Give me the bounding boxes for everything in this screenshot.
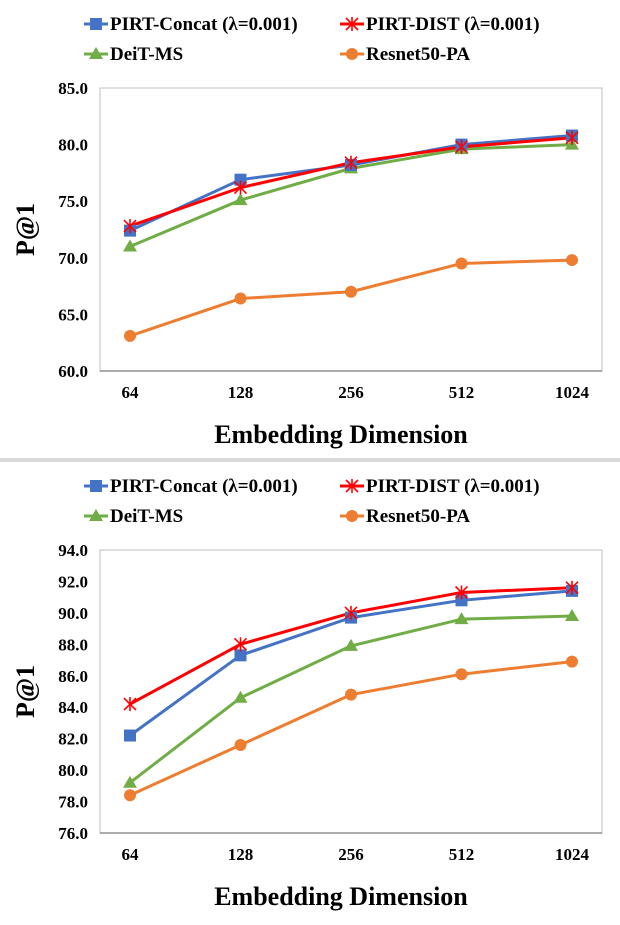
legend-entry-2: DeiT-MS (84, 44, 183, 65)
x-tick-label: 1024 (555, 383, 590, 402)
y-tick-label: 86.0 (58, 667, 88, 686)
legend-marker-triangle (89, 47, 103, 59)
x-tick-label: 1024 (555, 845, 590, 864)
data-point-1-3 (454, 139, 469, 154)
y-tick-label: 70.0 (58, 249, 88, 268)
data-point-1-2 (344, 155, 358, 170)
data-point-1-0 (123, 219, 137, 234)
data-point-1-2 (344, 605, 358, 620)
legend-label: Resnet50-PA (366, 44, 470, 65)
data-point-2-0 (123, 775, 137, 788)
data-point-1-1 (233, 637, 248, 652)
panel-divider (0, 458, 620, 462)
legend-entry-2: DeiT-MS (84, 506, 183, 527)
legend-marker-circle (346, 48, 358, 60)
legend-marker-star (345, 17, 359, 31)
data-point-1-0 (123, 697, 137, 712)
legend-marker-circle (346, 510, 358, 522)
data-point-0-0 (124, 729, 136, 742)
x-axis-title: Embedding Dimension (214, 882, 468, 911)
data-point-3-3 (455, 257, 468, 270)
y-tick-label: 76.0 (58, 824, 88, 843)
legend-label: PIRT-Concat (λ=0.001) (110, 476, 298, 497)
x-tick-label: 64 (122, 845, 140, 864)
x-tick-label: 128 (228, 845, 254, 864)
data-point-3-2 (345, 285, 357, 298)
y-tick-label: 60.0 (58, 362, 88, 381)
legend-entry-0: PIRT-Concat (λ=0.001) (84, 14, 298, 35)
legend-entry-3: Resnet50-PA (340, 506, 470, 527)
legend-entry-1: PIRT-DIST (λ=0.001) (340, 14, 540, 35)
chart-panel-top: PIRT-Concat (λ=0.001) PIRT-DIST (λ=0.001)… (0, 0, 620, 458)
y-tick-label: 85.0 (58, 79, 88, 98)
data-point-2-1 (233, 193, 248, 206)
y-tick-label: 92.0 (58, 572, 88, 591)
data-point-2-0 (123, 239, 137, 252)
legend-marker-square (90, 480, 102, 492)
series-line-1 (129, 136, 573, 228)
legend-marker-triangle (89, 509, 103, 521)
data-point-3-1 (234, 292, 247, 305)
y-tick-label: 94.0 (58, 541, 88, 560)
data-point-3-0 (124, 789, 136, 802)
data-point-1-4 (565, 130, 579, 145)
legend-label: PIRT-DIST (λ=0.001) (366, 476, 540, 497)
data-point-0-1 (234, 649, 247, 662)
data-point-3-4 (566, 655, 578, 668)
series-line-3 (129, 660, 573, 797)
legend-label: PIRT-DIST (λ=0.001) (366, 14, 540, 35)
y-tick-label: 80.0 (58, 136, 88, 155)
legend-label: DeiT-MS (110, 506, 183, 527)
data-point-2-3 (454, 612, 469, 625)
data-point-0-1 (234, 173, 247, 186)
legend-marker-square (90, 18, 102, 30)
y-tick-label: 88.0 (58, 635, 88, 654)
data-point-3-4 (566, 254, 578, 267)
x-axis-title: Embedding Dimension (214, 420, 468, 449)
series-line-3 (129, 258, 573, 338)
data-point-3-3 (455, 668, 468, 681)
y-axis-title: P@1 (11, 665, 40, 718)
y-tick-label: 78.0 (58, 793, 88, 812)
x-tick-label: 64 (122, 383, 140, 402)
series-line-0 (129, 134, 573, 232)
x-tick-label: 512 (449, 383, 475, 402)
y-tick-label: 75.0 (58, 192, 88, 211)
legend-label: DeiT-MS (110, 44, 183, 65)
data-point-3-1 (234, 738, 247, 751)
legend-entry-0: PIRT-Concat (λ=0.001) (84, 476, 298, 497)
x-tick-label: 256 (338, 383, 364, 402)
legend-label: Resnet50-PA (366, 506, 470, 527)
y-tick-label: 65.0 (58, 305, 88, 324)
data-point-1-1 (233, 180, 248, 195)
data-point-3-0 (124, 329, 136, 342)
data-point-3-2 (345, 688, 357, 701)
y-axis-title: P@1 (11, 203, 40, 256)
chart-top: PIRT-Concat (λ=0.001) PIRT-DIST (λ=0.001)… (11, 14, 603, 449)
plot-area (99, 87, 603, 372)
data-point-2-1 (233, 690, 248, 703)
y-tick-label: 90.0 (58, 604, 88, 623)
chart-panel-bottom: PIRT-Concat (λ=0.001) PIRT-DIST (λ=0.001)… (0, 462, 620, 920)
chart-bottom: PIRT-Concat (λ=0.001) PIRT-DIST (λ=0.001)… (11, 476, 603, 911)
x-tick-label: 512 (449, 845, 475, 864)
x-tick-label: 128 (228, 383, 254, 402)
y-tick-label: 82.0 (58, 730, 88, 749)
data-point-0-3 (455, 594, 468, 607)
legend-entry-1: PIRT-DIST (λ=0.001) (340, 476, 540, 497)
legend-entry-3: Resnet50-PA (340, 44, 470, 65)
legend-marker-star (345, 479, 359, 493)
y-tick-label: 84.0 (58, 698, 88, 717)
x-tick-label: 256 (338, 845, 364, 864)
data-point-2-2 (344, 638, 358, 651)
data-point-2-4 (565, 609, 579, 622)
data-point-1-3 (454, 585, 469, 600)
data-point-1-4 (565, 580, 579, 595)
legend-label: PIRT-Concat (λ=0.001) (110, 14, 298, 35)
y-tick-label: 80.0 (58, 761, 88, 780)
